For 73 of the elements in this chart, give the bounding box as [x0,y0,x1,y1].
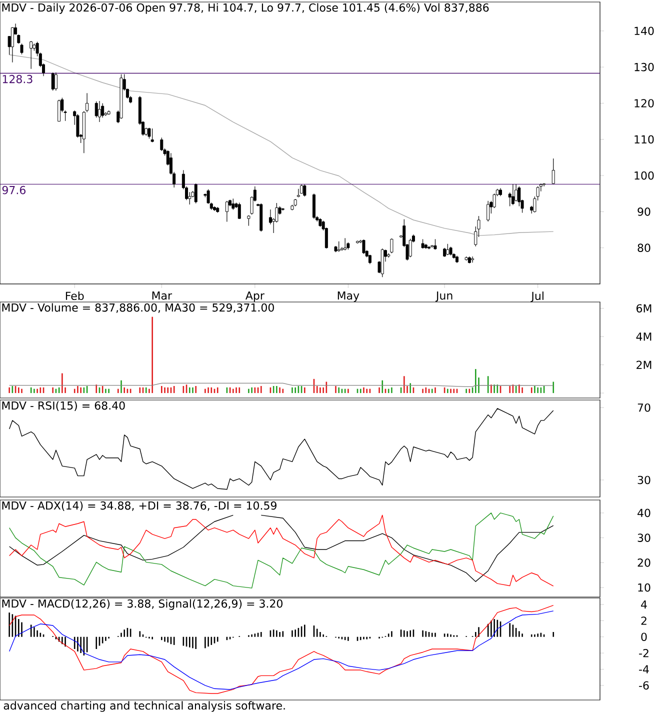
y-tick-label: 30 [638,476,650,484]
y-tick-label: 10 [638,583,650,592]
candlestick [368,254,372,264]
candlestick [514,184,518,202]
x-tick-label: Apr [245,292,264,302]
chart-title: MDV - Volume = 837,886.00, MA30 = 529,371.00 [2,303,274,313]
y-tick-label: 120 [634,99,654,108]
y-tick-label: 6M [636,304,652,313]
candlestick [552,158,555,184]
candlestick [101,102,104,118]
y-tick-label: 140 [634,26,654,36]
x-tick-label: Jun [435,292,452,302]
y-tick-label: 0 [641,632,647,642]
y-tick-label: 130 [634,62,654,72]
y-tick-label: 40 [638,508,650,518]
candlestick [511,184,514,206]
y-tick-label: -6 [639,681,649,690]
y-tick-label: 4 [641,600,647,608]
x-tick-label: Feb [66,292,84,300]
candlestick [486,200,490,222]
candlestick [344,238,347,251]
candlestick [312,193,316,220]
candlestick [51,72,54,91]
candlestick [421,238,424,249]
candlestick [58,99,61,122]
candlestick [428,246,431,250]
candlestick [225,200,228,222]
candlestick [160,137,164,152]
candlestick [20,43,24,55]
chart-title: MDV - ADX(14) = 34.88, +DI = 38.76, -DI = 10.59 [2,501,276,511]
candlestick [54,72,58,91]
chart-title: MDV - Daily 2026-07-06 Open 97.78, Hi 104.7, Lo 97.7, Close 101.45 (4.6%) Vol 837,886 [2,3,489,14]
candlestick [518,186,521,207]
chart-title: MDV - RSI(15) = 68.40 [2,401,125,411]
candlestick [30,40,33,70]
candlestick [98,100,101,122]
candlestick [296,188,300,198]
candlestick [238,202,241,220]
x-tick-label: Mar [152,292,172,300]
y-tick-label: 70 [638,403,650,412]
candlestick [446,244,450,256]
candlestick [471,256,474,263]
candlestick [17,34,20,44]
candlestick [188,192,192,205]
x-tick-label: May [338,292,360,302]
candlestick [94,101,98,118]
ref-line-label: 97.6 [2,186,26,194]
y-tick-label: 90 [638,208,650,216]
candlestick [10,27,14,63]
candlestick [390,238,394,254]
candlestick [434,238,437,250]
y-tick-label: 4M [636,332,652,341]
y-tick-label: 30 [638,534,650,542]
candlestick [194,183,198,204]
y-tick-label: 100 [634,171,654,180]
y-tick-label: 20 [638,558,650,567]
ref-line-label: 128.3 [2,74,32,84]
y-tick-label: 80 [638,244,650,252]
text: advanced charting and technical analysis software. [4,701,285,712]
candlestick [232,198,235,210]
y-tick-label: 2 [641,616,646,625]
y-tick-label: -4 [639,665,649,674]
candlestick [303,184,306,197]
y-tick-label: 110 [634,135,654,144]
chart-title: MDV - MACD(12,26) = 3.88, Signal(12,26,9) = 3.20 [2,599,282,610]
candlestick [362,239,366,254]
candlestick [337,241,340,252]
candlestick [443,248,446,258]
candlestick [408,238,412,258]
y-tick-label: -2 [639,648,648,658]
x-tick-label: Jul [530,292,544,302]
y-tick-label: 2M [636,360,652,369]
candlestick [150,128,154,143]
